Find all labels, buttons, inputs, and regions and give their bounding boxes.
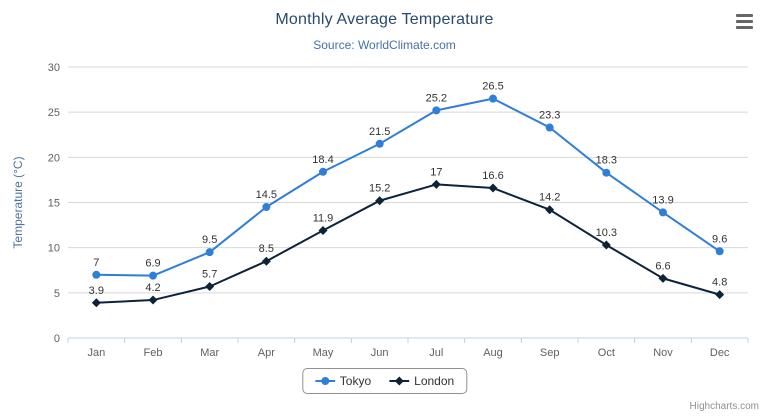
legend-marker-circle-icon	[314, 377, 335, 385]
point-london-dec[interactable]	[715, 290, 725, 300]
y-axis-tick-label: 25	[48, 107, 60, 119]
point-london-oct[interactable]	[601, 240, 611, 250]
data-label-london-apr: 8.5	[259, 243, 274, 255]
point-london-feb[interactable]	[148, 295, 158, 305]
data-label-london-aug: 16.6	[482, 170, 503, 182]
x-axis-tick-label: Feb	[144, 347, 163, 359]
legend-item-label: Tokyo	[339, 374, 372, 388]
data-label-london-dec: 4.8	[712, 277, 727, 289]
data-label-london-jun: 15.2	[369, 183, 390, 195]
y-axis-tick-label: 10	[48, 243, 60, 255]
point-london-apr[interactable]	[261, 256, 271, 266]
point-tokyo-apr[interactable]	[262, 203, 271, 212]
data-label-london-may: 11.9	[313, 213, 334, 225]
data-label-tokyo-dec: 9.6	[712, 233, 727, 245]
point-london-mar[interactable]	[205, 282, 215, 292]
data-label-tokyo-sep: 23.3	[539, 110, 560, 122]
hamburger-icon	[736, 19, 753, 23]
point-tokyo-jul[interactable]	[432, 106, 441, 115]
point-tokyo-may[interactable]	[319, 167, 327, 176]
y-axis-tick-label: 15	[48, 198, 60, 210]
x-axis-tick-label: Sep	[540, 347, 560, 359]
data-label-tokyo-feb: 6.9	[145, 258, 160, 270]
x-axis-tick-label: Aug	[483, 347, 503, 359]
legend-marker-diamond-icon	[389, 376, 410, 386]
point-london-may[interactable]	[318, 226, 328, 236]
y-axis-title: Temperature (°C)	[11, 156, 25, 248]
data-label-tokyo-jul: 25.2	[426, 92, 447, 104]
data-label-tokyo-jun: 21.5	[369, 126, 390, 138]
legend-item-tokyo[interactable]: Tokyo	[314, 374, 372, 388]
legend-item-london[interactable]: London	[389, 374, 454, 388]
data-label-london-oct: 10.3	[596, 227, 617, 239]
point-tokyo-jun[interactable]	[375, 139, 384, 148]
x-axis-tick-label: Oct	[598, 347, 615, 359]
x-axis-tick-label: Jul	[429, 347, 443, 359]
data-label-london-jul: 17	[430, 166, 442, 178]
point-london-jan[interactable]	[91, 298, 101, 308]
y-axis-tick-label: 30	[48, 62, 60, 74]
point-london-aug[interactable]	[488, 183, 498, 193]
y-axis-tick-label: 0	[54, 333, 60, 345]
data-label-london-jan: 3.9	[89, 285, 104, 297]
x-axis-tick-label: Dec	[710, 347, 730, 359]
y-axis-tick-label: 5	[54, 288, 60, 300]
data-label-tokyo-mar: 9.5	[202, 234, 217, 246]
x-axis-tick-label: Apr	[258, 347, 275, 359]
data-label-london-nov: 6.6	[655, 260, 670, 272]
point-london-sep[interactable]	[545, 205, 555, 215]
chart-title: Monthly Average Temperature	[275, 11, 494, 28]
highcharts-credit-link[interactable]: Highcharts.com	[689, 401, 759, 412]
point-tokyo-aug[interactable]	[489, 94, 497, 103]
point-tokyo-mar[interactable]	[205, 248, 214, 257]
point-london-jul[interactable]	[431, 179, 441, 189]
x-axis-tick-label: May	[313, 347, 334, 359]
data-label-tokyo-jan: 7	[93, 257, 99, 269]
series-line-london	[96, 183, 720, 304]
hamburger-icon	[736, 25, 753, 29]
point-tokyo-jan[interactable]	[92, 270, 101, 279]
series-line-tokyo	[96, 97, 721, 277]
point-tokyo-sep[interactable]	[545, 123, 554, 132]
point-tokyo-nov[interactable]	[659, 208, 667, 217]
point-tokyo-feb[interactable]	[149, 271, 157, 280]
y-axis-tick-label: 20	[48, 152, 60, 164]
x-axis-tick-label: Mar	[200, 347, 219, 359]
point-london-jun[interactable]	[375, 196, 385, 206]
x-axis-tick-label: Nov	[653, 347, 673, 359]
data-label-tokyo-aug: 26.5	[482, 81, 503, 93]
legend: Tokyo London	[301, 368, 468, 394]
x-axis-tick-label: Jun	[371, 347, 389, 359]
x-axis-tick-label: Jan	[87, 347, 105, 359]
data-label-tokyo-apr: 14.5	[256, 189, 277, 201]
export-menu-button[interactable]	[733, 11, 757, 31]
point-tokyo-dec[interactable]	[715, 247, 724, 256]
data-label-tokyo-may: 18.4	[312, 154, 333, 166]
point-london-nov[interactable]	[658, 273, 668, 283]
chart-subtitle: Source: WorldClimate.com	[313, 38, 456, 52]
data-label-london-sep: 14.2	[539, 192, 560, 204]
point-tokyo-oct[interactable]	[602, 168, 611, 177]
data-label-london-mar: 5.7	[202, 269, 217, 281]
data-label-tokyo-nov: 13.9	[652, 194, 673, 206]
legend-item-label: London	[414, 374, 455, 388]
hamburger-icon	[736, 13, 753, 17]
data-label-london-feb: 4.2	[145, 282, 160, 294]
data-label-tokyo-oct: 18.3	[596, 155, 617, 167]
